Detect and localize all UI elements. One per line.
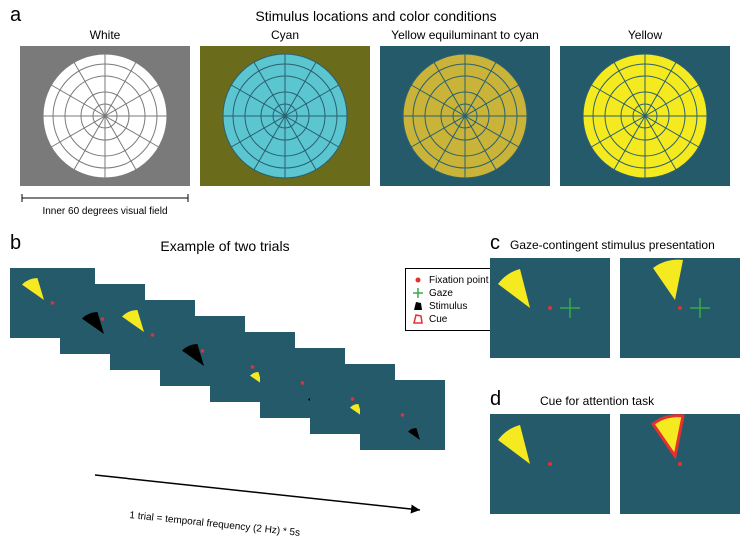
panel-c-title: Gaze-contingent stimulus presentation <box>510 238 715 252</box>
panel-d-right <box>620 414 740 514</box>
wedge-icon <box>412 300 424 312</box>
panel-d-letter: d <box>490 388 501 411</box>
dot-icon <box>412 274 424 286</box>
panel-d-title: Cue for attention task <box>540 394 654 408</box>
panel-c-right <box>620 258 740 358</box>
cond-1-label: Cyan <box>200 28 370 42</box>
legend-fixation: Fixation point <box>412 274 488 286</box>
scale-label: Inner 60 degrees visual field <box>20 206 190 217</box>
cond-2-svg <box>380 46 550 186</box>
legend-cue: Cue <box>412 313 488 325</box>
cond-3-label: Yellow <box>560 28 730 42</box>
legend-cue-label: Cue <box>429 314 447 325</box>
panel-a-row: White Cyan <box>20 28 740 198</box>
cond-2-label: Yellow equiluminant to cyan <box>380 28 550 42</box>
panel-b-title: Example of two trials <box>50 238 400 254</box>
legend-box: Fixation point Gaze Stimulus Cue <box>405 268 495 331</box>
cond-0-label: White <box>20 28 190 42</box>
trial-frame <box>360 380 445 450</box>
legend-stimulus-label: Stimulus <box>429 301 467 312</box>
panel-b-letter: b <box>10 232 21 255</box>
panel-a-title: Stimulus locations and color conditions <box>0 8 752 24</box>
legend-gaze: Gaze <box>412 287 488 299</box>
legend-gaze-label: Gaze <box>429 288 453 299</box>
cond-1-svg <box>200 46 370 186</box>
panel-c-letter: c <box>490 232 500 255</box>
legend-fixation-label: Fixation point <box>429 275 488 286</box>
cond-0-svg <box>20 46 190 186</box>
figure-root: a Stimulus locations and color condition… <box>0 0 752 558</box>
legend-stimulus: Stimulus <box>412 300 488 312</box>
cross-icon <box>412 287 424 299</box>
panel-c-left <box>490 258 610 358</box>
cond-3-svg <box>560 46 730 186</box>
cue-icon <box>412 313 424 325</box>
panel-d-left <box>490 414 610 514</box>
